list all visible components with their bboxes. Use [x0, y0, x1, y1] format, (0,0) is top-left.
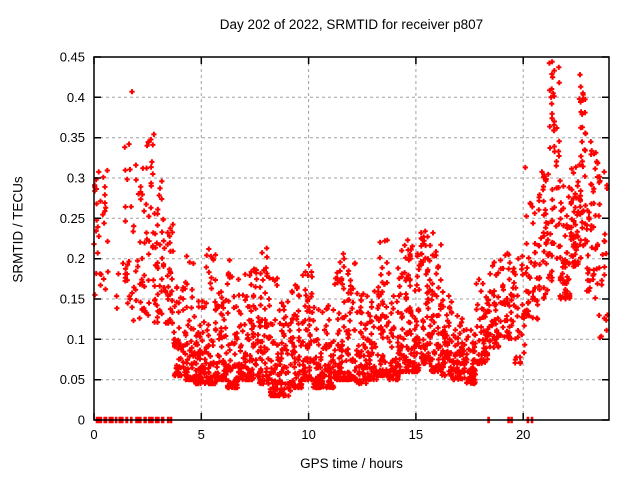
x-axis-title: GPS time / hours: [300, 456, 403, 471]
y-tick-labels: 0 0.05 0.1 0.15 0.2 0.25 0.3 0.35 0.4 0.45: [60, 50, 85, 428]
chart-title: Day 202 of 2022, SRMTID for receiver p80…: [219, 17, 484, 32]
x-tick-label: 0: [90, 427, 97, 442]
scatter-points: [91, 59, 610, 399]
y-tick-label: 0: [78, 413, 85, 428]
grid-lines: [94, 57, 609, 420]
axis-ticks: [93, 56, 609, 421]
y-tick-label: 0.3: [67, 171, 85, 186]
y-tick-label: 0.35: [60, 130, 85, 145]
y-tick-label: 0.05: [60, 372, 85, 387]
x-tick-label: 5: [198, 427, 205, 442]
x-tick-label: 20: [516, 427, 530, 442]
y-tick-label: 0.2: [67, 251, 85, 266]
y-tick-label: 0.25: [60, 211, 85, 226]
y-tick-label: 0.15: [60, 292, 85, 307]
plot-border: [93, 56, 610, 421]
x-tick-labels: 0 5 10 15 20: [90, 427, 530, 442]
y-tick-label: 0.4: [67, 90, 85, 105]
x-tick-label: 10: [301, 427, 315, 442]
x-tick-label: 15: [409, 427, 423, 442]
y-tick-label: 0.45: [60, 50, 85, 65]
y-tick-label: 0.1: [67, 332, 85, 347]
